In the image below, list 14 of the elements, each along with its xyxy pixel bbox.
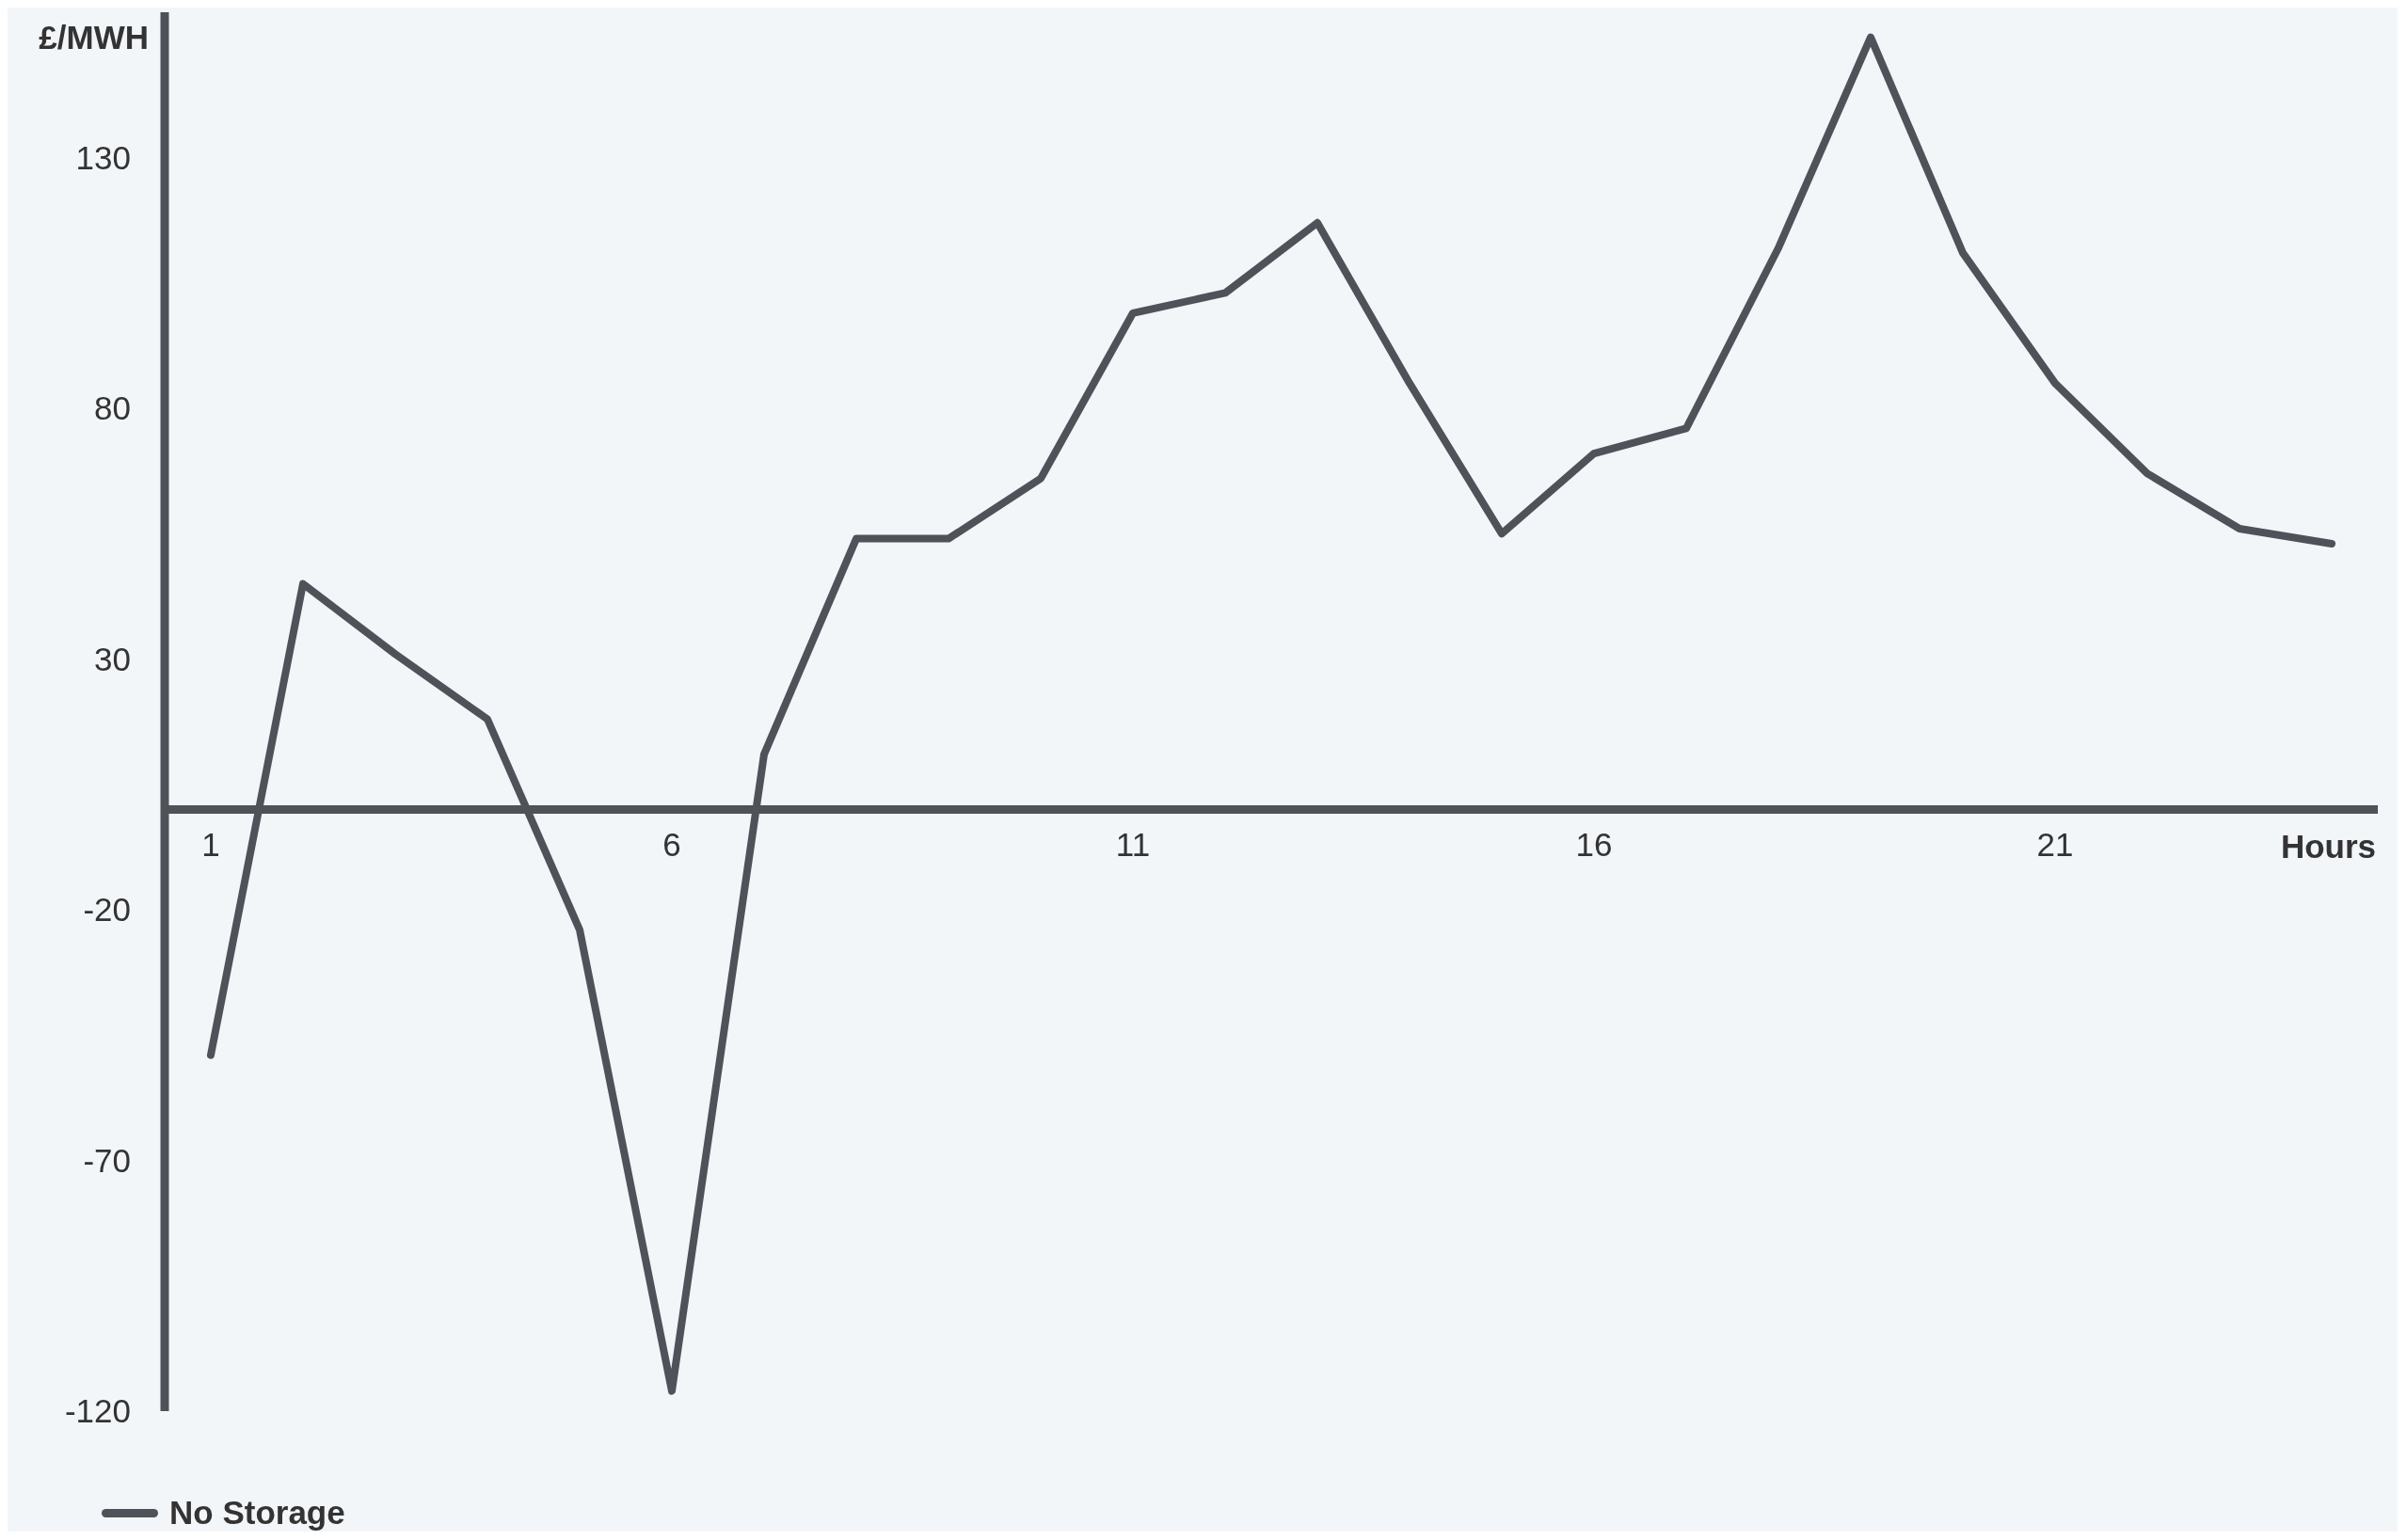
x-tick-label: 11 [1115, 826, 1151, 864]
legend-label: No Storage [169, 1494, 345, 1532]
x-tick-label: 6 [662, 826, 681, 864]
x-axis-title: Hours [2280, 828, 2376, 866]
y-tick-label: 30 [94, 640, 131, 677]
y-tick-label: -20 [83, 891, 131, 929]
y-tick-label: -120 [64, 1392, 131, 1430]
y-tick-label: 130 [75, 138, 131, 176]
y-tick-label: -70 [83, 1141, 131, 1179]
x-tick-label: 16 [1575, 826, 1613, 864]
x-tick-label: 1 [201, 826, 220, 864]
y-axis-title: £/MWH [39, 19, 149, 56]
x-tick-label: 21 [2036, 826, 2074, 864]
y-tick-label: 80 [94, 389, 131, 427]
